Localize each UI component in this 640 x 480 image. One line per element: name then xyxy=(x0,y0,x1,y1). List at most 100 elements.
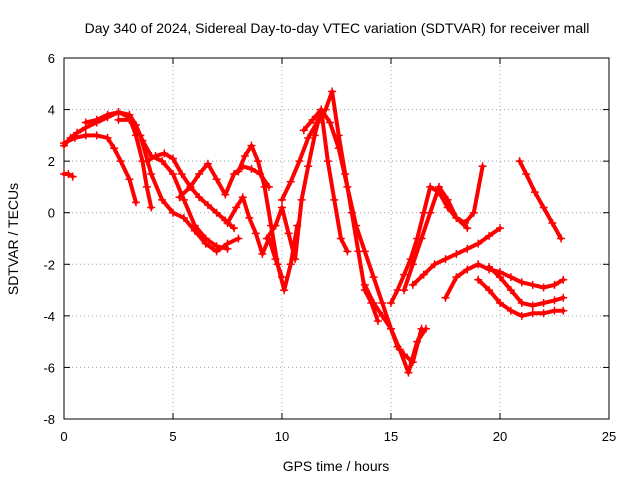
data-point xyxy=(223,239,232,248)
data-point xyxy=(203,159,212,168)
x-tick-label: 15 xyxy=(384,429,398,444)
data-point xyxy=(419,270,428,279)
satellite-track-3 xyxy=(81,108,232,253)
data-point xyxy=(271,255,280,264)
data-point xyxy=(230,224,239,233)
data-point xyxy=(430,260,439,269)
data-point xyxy=(278,273,286,282)
satellite-track-13 xyxy=(387,162,487,307)
data-point xyxy=(212,247,221,256)
data-point xyxy=(114,115,123,124)
satellite-track-2-line xyxy=(62,133,138,205)
data-point xyxy=(474,260,483,269)
data-point xyxy=(441,293,450,302)
data-point xyxy=(142,157,151,166)
data-point xyxy=(408,280,417,289)
data-point xyxy=(469,208,478,217)
data-point xyxy=(286,177,295,186)
satellite-track-15 xyxy=(408,224,504,289)
data-point xyxy=(539,283,548,292)
data-point xyxy=(485,286,494,295)
tick-layer: 0 5 10 15 20 25 -8 -6 -4 -2 0 2 4 6 xyxy=(43,51,616,444)
data-point xyxy=(291,255,300,264)
data-point xyxy=(125,115,134,124)
data-point xyxy=(221,190,230,199)
plot-frame xyxy=(63,57,610,420)
data-point xyxy=(186,182,195,191)
data-point xyxy=(496,224,504,233)
data-point xyxy=(387,324,395,333)
data-point xyxy=(247,141,256,150)
data-point xyxy=(426,208,435,217)
x-tick-label: 25 xyxy=(602,429,616,444)
data-point xyxy=(260,182,269,191)
data-point xyxy=(179,213,188,222)
data-point xyxy=(550,296,559,305)
data-point xyxy=(280,286,289,295)
data-point xyxy=(373,317,382,326)
data-point xyxy=(169,208,177,217)
data-point xyxy=(539,298,548,307)
data-point xyxy=(360,247,369,256)
data-point xyxy=(238,193,247,202)
data-point xyxy=(474,275,483,284)
data-point xyxy=(378,298,387,307)
data-point xyxy=(334,144,343,153)
data-point xyxy=(304,162,313,171)
data-point xyxy=(400,270,409,279)
data-point xyxy=(452,273,461,282)
data-point xyxy=(463,265,472,274)
data-point xyxy=(169,170,177,179)
data-point xyxy=(528,280,537,289)
data-point xyxy=(284,229,293,238)
data-point xyxy=(103,133,112,142)
data-point xyxy=(506,273,515,282)
satellite-track-14 xyxy=(400,182,472,295)
y-tick-label: -8 xyxy=(43,412,55,427)
data-point xyxy=(147,170,156,179)
satellite-track-18 xyxy=(485,262,568,310)
satellite-track-14-line xyxy=(402,184,470,293)
data-point xyxy=(201,239,210,248)
data-point xyxy=(308,115,317,124)
data-point xyxy=(369,273,378,282)
data-point xyxy=(271,221,280,230)
data-point xyxy=(352,221,361,230)
data-point xyxy=(310,131,319,140)
satellite-track-4-line xyxy=(116,117,241,254)
data-point xyxy=(517,278,526,287)
data-point xyxy=(559,293,568,302)
data-point xyxy=(550,306,559,315)
data-point xyxy=(175,193,184,202)
series-layer xyxy=(60,87,568,377)
x-tick-label: 20 xyxy=(493,429,507,444)
data-point xyxy=(452,213,461,222)
data-point xyxy=(517,298,526,307)
y-tick-label: 2 xyxy=(48,154,55,169)
data-point xyxy=(245,213,254,222)
data-point xyxy=(158,195,167,204)
data-point xyxy=(506,286,515,295)
data-point xyxy=(278,195,286,204)
satellite-track-2 xyxy=(60,131,140,207)
data-point xyxy=(278,203,286,212)
data-point xyxy=(360,280,369,289)
data-point xyxy=(92,115,101,124)
data-point xyxy=(443,195,452,204)
satellite-track-3-line xyxy=(83,110,230,251)
data-point xyxy=(160,149,169,158)
data-point xyxy=(441,255,450,264)
data-point xyxy=(317,105,326,114)
satellite-track-19 xyxy=(515,157,566,243)
data-point xyxy=(110,144,119,153)
data-point xyxy=(452,249,461,258)
satellite-track-7-line xyxy=(236,143,300,293)
data-point xyxy=(400,350,409,359)
data-point xyxy=(463,244,472,253)
satellite-track-1 xyxy=(60,108,156,212)
data-point xyxy=(70,133,79,142)
data-point xyxy=(212,208,221,217)
y-tick-label: -4 xyxy=(43,309,55,324)
satellite-track-8 xyxy=(223,193,286,282)
